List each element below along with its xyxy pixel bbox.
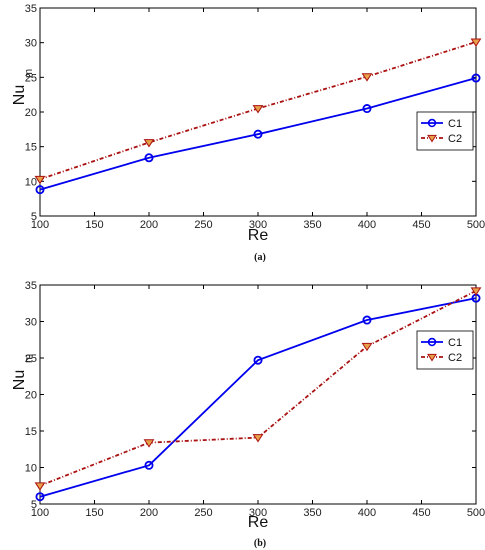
x-tick-label: 400 bbox=[358, 219, 376, 231]
data-point-C1 bbox=[144, 153, 154, 163]
y-tick-label: 35 bbox=[25, 280, 37, 292]
data-point-C2 bbox=[143, 439, 155, 448]
chart-panel-1: 100 150 200 250 300 350 400 450 500 5 10 15 20 25 30 35… bbox=[11, 3, 485, 263]
x-axis-label: Re bbox=[248, 227, 269, 244]
x-tick-label: 450 bbox=[412, 507, 430, 519]
legend-marker-C1 bbox=[427, 118, 437, 128]
series-line-C1 bbox=[39, 297, 477, 498]
x-tick-label: 150 bbox=[85, 219, 103, 231]
x-tick-label: 350 bbox=[303, 507, 321, 519]
data-point-C2 bbox=[470, 38, 482, 47]
y-axis-label-sub: m bbox=[23, 354, 35, 363]
y-tick-label: 30 bbox=[25, 317, 37, 329]
x-tick-label: 450 bbox=[412, 219, 430, 231]
y-tick-label: 15 bbox=[25, 426, 37, 438]
panel-label: (a) bbox=[254, 252, 266, 263]
panel-label: (b) bbox=[254, 538, 266, 549]
data-point-C1 bbox=[144, 460, 154, 470]
x-tick-label: 500 bbox=[467, 219, 485, 231]
series-line-C2 bbox=[39, 41, 477, 181]
x-tick-label: 250 bbox=[194, 219, 212, 231]
x-tick-label: 350 bbox=[303, 219, 321, 231]
y-tick-label: 5 bbox=[31, 211, 37, 223]
data-point-C2 bbox=[34, 175, 46, 185]
y-tick-label: 10 bbox=[25, 176, 37, 188]
y-axis-label-sub: m bbox=[23, 69, 35, 78]
y-axis-label: Nu m bbox=[11, 354, 35, 390]
x-tick-label: 250 bbox=[194, 507, 212, 519]
legend-label-C2: C2 bbox=[448, 133, 462, 145]
x-axis-label: Re bbox=[248, 514, 269, 531]
series-C1 bbox=[35, 293, 481, 502]
legend-marker-C2 bbox=[427, 134, 437, 143]
y-tick-label: 15 bbox=[25, 142, 37, 154]
y-tick-label: 25 bbox=[25, 72, 37, 84]
series-C2 bbox=[34, 287, 482, 491]
x-tick-label: 400 bbox=[358, 507, 376, 519]
data-point-C2 bbox=[470, 287, 482, 296]
x-tick-label: 200 bbox=[140, 507, 158, 519]
legend-marker-C2 bbox=[427, 353, 437, 362]
legend-box bbox=[416, 330, 474, 370]
y-tick-label: 25 bbox=[25, 353, 37, 365]
series-line-C1 bbox=[39, 77, 477, 191]
legend-box bbox=[416, 111, 474, 151]
series-C2 bbox=[34, 38, 482, 185]
x-tick-label: 100 bbox=[31, 219, 49, 231]
data-point-C2 bbox=[34, 482, 46, 491]
legend-marker-C1 bbox=[427, 337, 437, 347]
data-point-C2 bbox=[361, 73, 373, 82]
x-tick-label: 100 bbox=[31, 507, 49, 519]
x-tick-label: 200 bbox=[140, 219, 158, 231]
data-point-C1 bbox=[35, 185, 45, 195]
x-tick-label: 150 bbox=[85, 507, 103, 519]
legend-label-C1: C1 bbox=[448, 337, 462, 349]
data-point-C2 bbox=[252, 434, 264, 443]
data-point-C2 bbox=[361, 342, 373, 352]
data-point-C1 bbox=[253, 129, 263, 139]
chart-panel-2: 100 150 200 250 300 350 400 450 500 5 10 15 20 25 30 35… bbox=[11, 280, 485, 549]
series-C1 bbox=[35, 73, 481, 195]
plot-frame bbox=[39, 284, 477, 505]
y-tick-label: 5 bbox=[31, 499, 37, 511]
data-point-C1 bbox=[471, 73, 481, 83]
data-point-C2 bbox=[252, 105, 264, 114]
y-tick-label: 35 bbox=[25, 3, 37, 15]
y-tick-label: 20 bbox=[25, 107, 37, 119]
y-tick-label: 10 bbox=[25, 463, 37, 475]
y-tick-label: 30 bbox=[25, 38, 37, 50]
y-axis-label-main: Nu bbox=[11, 85, 28, 105]
data-point-C1 bbox=[253, 355, 263, 365]
legend-label-C2: C2 bbox=[448, 352, 462, 364]
x-tick-label: 300 bbox=[249, 219, 267, 231]
y-axis-label-main: Nu bbox=[11, 370, 28, 390]
y-tick-label: 20 bbox=[25, 390, 37, 402]
series-line-C2 bbox=[39, 290, 477, 487]
data-point-C1 bbox=[35, 492, 45, 502]
x-tick-label: 500 bbox=[467, 507, 485, 519]
legend-label-C1: C1 bbox=[448, 118, 462, 130]
data-point-C1 bbox=[362, 315, 372, 325]
y-axis-label: Nu m bbox=[11, 69, 35, 105]
data-point-C1 bbox=[362, 104, 372, 114]
data-point-C2 bbox=[143, 139, 155, 148]
x-tick-label: 300 bbox=[249, 507, 267, 519]
